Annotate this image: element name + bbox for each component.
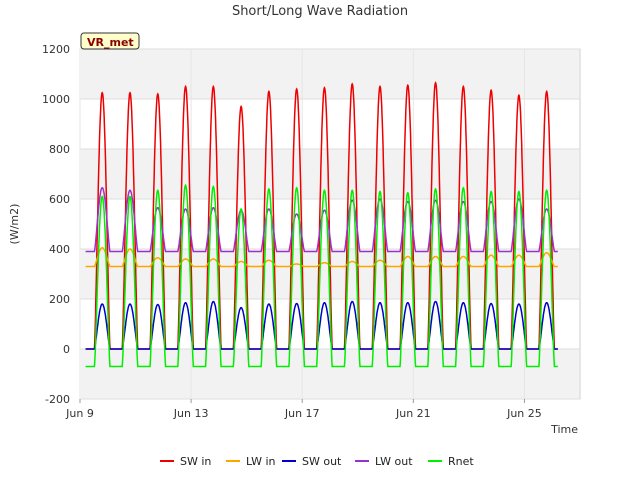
station-badge: VR_met — [80, 32, 140, 50]
legend-label: SW out — [302, 455, 342, 468]
y-tick-label: 1200 — [42, 43, 70, 56]
legend-label: LW out — [375, 455, 413, 468]
x-tick-label: Jun 21 — [395, 407, 431, 420]
y-tick-label: 200 — [49, 293, 70, 306]
y-tick-label: 800 — [49, 143, 70, 156]
legend-label: Rnet — [448, 455, 474, 468]
y-axis-label: (W/m2) — [8, 204, 21, 245]
station-badge-box — [80, 32, 140, 50]
y-tick-label: 600 — [49, 193, 70, 206]
chart-title: Short/Long Wave Radiation — [232, 4, 408, 19]
y-tick-label: 0 — [63, 343, 70, 356]
x-tick-label: Jun 13 — [173, 407, 209, 420]
x-tick-label: Jun 17 — [284, 407, 320, 420]
series-line-lw-in — [85, 247, 558, 268]
x-tick-label: Jun 9 — [65, 407, 94, 420]
legend-label: SW in — [180, 455, 211, 468]
legend-label: LW in — [246, 455, 276, 468]
plot-area — [79, 48, 581, 400]
grid-band — [81, 49, 579, 99]
grid-band — [81, 149, 579, 199]
legend: SW in LW in SW out LW out Rnet — [160, 455, 474, 468]
x-tick-label: Jun 25 — [506, 407, 542, 420]
station-badge-label: VR_met — [87, 36, 134, 49]
grid-band — [81, 349, 579, 399]
series-line-rnet — [85, 183, 558, 368]
y-tick-label: 1000 — [42, 93, 70, 106]
x-axis-label: Time — [550, 423, 578, 436]
y-tick-label: 400 — [49, 243, 70, 256]
y-tick-label: -200 — [45, 393, 70, 406]
